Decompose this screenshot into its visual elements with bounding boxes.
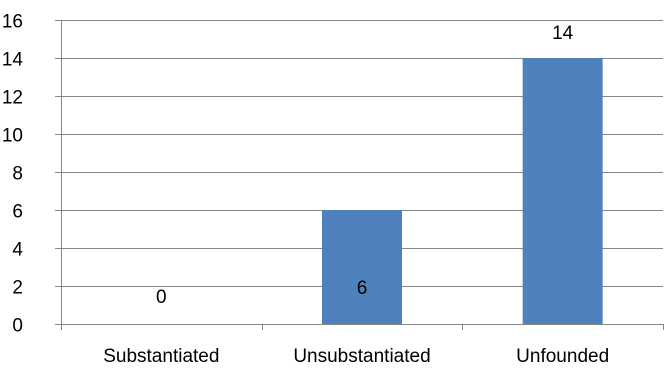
label-layer: 0 Substantiated 6 Unsubstantiated 14 Unfounde… [103, 23, 609, 367]
y-tick-label-4: 4 [12, 240, 23, 261]
axis-layer: 0 2 4 6 8 10 12 14 16 [2, 12, 664, 337]
y-tick-label-0: 0 [12, 316, 23, 337]
y-tick-label-2: 2 [12, 278, 23, 299]
data-label-unfounded: 14 [552, 23, 574, 44]
data-label-substantiated: 0 [156, 287, 167, 308]
x-category-label-unfounded: Unfounded [516, 346, 609, 367]
y-tick-label-10: 10 [2, 126, 23, 147]
y-tick-label-8: 8 [12, 164, 23, 185]
y-tick-label-6: 6 [12, 202, 23, 223]
x-category-label-substantiated: Substantiated [103, 346, 219, 367]
data-label-unsubstantiated: 6 [357, 278, 368, 299]
bar-unfounded [522, 58, 603, 324]
y-tick-label-14: 14 [2, 50, 24, 71]
bar-unsubstantiated [322, 210, 402, 324]
x-category-label-unsubstantiated: Unsubstantiated [293, 346, 430, 367]
bar-layer [322, 58, 603, 324]
y-tick-label-16: 16 [2, 12, 23, 33]
y-tick-label-12: 12 [2, 88, 23, 109]
